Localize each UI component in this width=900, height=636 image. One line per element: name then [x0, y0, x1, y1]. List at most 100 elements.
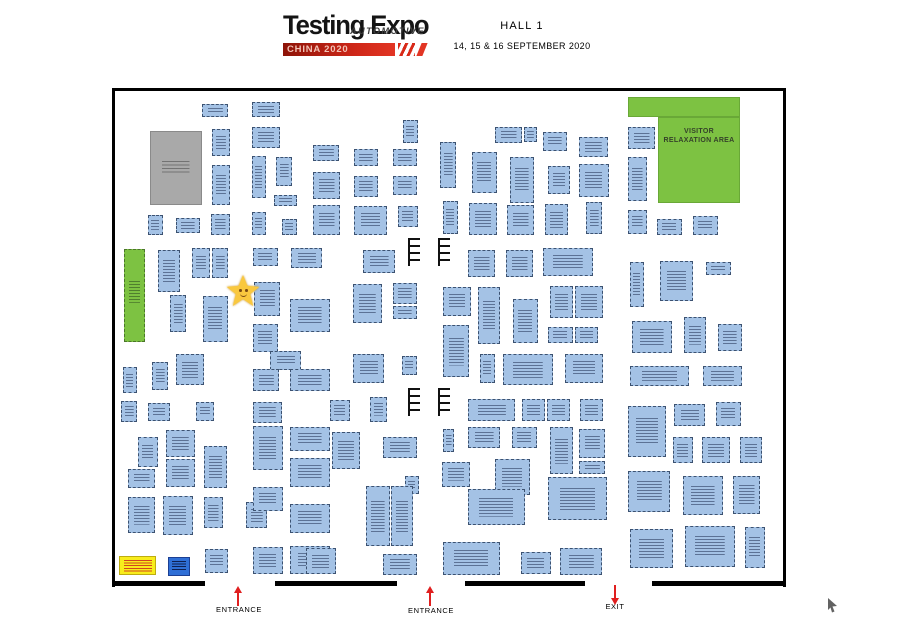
booth: [128, 469, 155, 488]
booth: [685, 526, 735, 567]
logo-chip-icon: [416, 43, 428, 56]
star-eye: [239, 289, 242, 292]
expo-logo: Testing Expo CHINA 2020 AUTOMOTIVE: [283, 10, 433, 56]
expo-logo-automotive: AUTOMOTIVE: [350, 26, 425, 36]
hall-wall-right: [783, 88, 786, 587]
darkblue-booth: [168, 557, 190, 576]
booth: [204, 446, 227, 488]
booth: [703, 366, 742, 386]
booth: [313, 205, 340, 235]
stairs-icon: [408, 388, 420, 416]
booth: [212, 248, 228, 278]
booth: [170, 295, 186, 332]
yellow-booth: [119, 556, 156, 575]
booth: [370, 397, 387, 422]
booth: [253, 369, 279, 391]
booth: [548, 477, 607, 520]
hall-title: HALL 1: [500, 20, 544, 32]
booth: [306, 548, 336, 574]
booth: [693, 216, 718, 235]
booth: [522, 399, 545, 421]
booth: [353, 354, 384, 383]
booth: [628, 406, 666, 457]
stairs-icon: [438, 238, 450, 266]
booth: [393, 283, 417, 304]
booth: [252, 212, 266, 235]
booth: [716, 402, 741, 426]
booth: [478, 287, 500, 344]
booth: [560, 548, 602, 575]
booth: [575, 327, 598, 343]
booth: [393, 176, 417, 195]
booth: [290, 458, 330, 487]
star-smile: [240, 292, 247, 297]
booth: [252, 127, 280, 148]
booth: [202, 104, 228, 117]
booth: [674, 404, 705, 426]
hall-wall-top: [112, 88, 786, 91]
hall-wall-bottom-segment: [112, 581, 205, 586]
booth: [128, 497, 155, 533]
booth: [313, 145, 339, 161]
hall-wall-left: [112, 88, 115, 587]
exit-arrow: [610, 585, 619, 605]
booth: [733, 476, 760, 514]
booth: [586, 202, 602, 234]
booth: [148, 215, 163, 235]
booth: [579, 429, 605, 458]
booth: [176, 218, 200, 233]
booth: [550, 286, 573, 318]
booth: [660, 261, 693, 301]
booth: [706, 262, 731, 275]
booth: [354, 149, 378, 166]
logo-stripes-icon: [398, 43, 415, 56]
booth: [203, 296, 228, 342]
booth: [547, 399, 570, 421]
booth: [443, 542, 500, 575]
booth: [123, 367, 137, 393]
booth: [354, 176, 378, 197]
booth: [366, 486, 390, 546]
booth: [253, 487, 283, 511]
booth: [152, 362, 168, 390]
booth: [393, 149, 417, 166]
booth: [391, 486, 413, 546]
booth: [290, 504, 330, 533]
booth: [684, 317, 706, 353]
booth: [632, 321, 672, 353]
booth: [282, 219, 297, 235]
booth: [443, 287, 471, 316]
entrance-arrow-left: [233, 586, 242, 606]
booth: [524, 127, 537, 142]
exit-label: EXIT: [601, 602, 629, 611]
booth: [253, 248, 278, 266]
booth: [512, 427, 537, 448]
booth: [270, 351, 301, 370]
booth: [673, 437, 693, 463]
booth: [383, 437, 417, 458]
booth: [579, 137, 608, 157]
booth: [290, 427, 330, 451]
visitor-relaxation-area-label: VISITOR RELAXATION AREA: [663, 128, 735, 144]
mouse-cursor-icon: [828, 598, 837, 613]
booth: [121, 401, 137, 422]
booth: [468, 250, 495, 277]
booth: [628, 471, 670, 512]
booth: [468, 427, 500, 448]
hall-dates: 14, 15 & 16 SEPTEMBER 2020: [453, 41, 591, 51]
booth: [543, 132, 567, 151]
booth: [543, 248, 593, 276]
booth: [290, 299, 330, 332]
expo-logo-title: Testing Expo: [283, 10, 430, 40]
booth: [630, 262, 644, 307]
expo-logo-banner-text: CHINA 2020: [287, 44, 349, 55]
booth: [353, 284, 382, 323]
booth: [332, 432, 360, 469]
booth: [393, 306, 417, 319]
booth: [403, 120, 418, 143]
booth: [630, 366, 689, 386]
booth: [196, 402, 214, 421]
booth: [548, 166, 570, 194]
hall-wall-bottom-segment: [275, 581, 397, 586]
